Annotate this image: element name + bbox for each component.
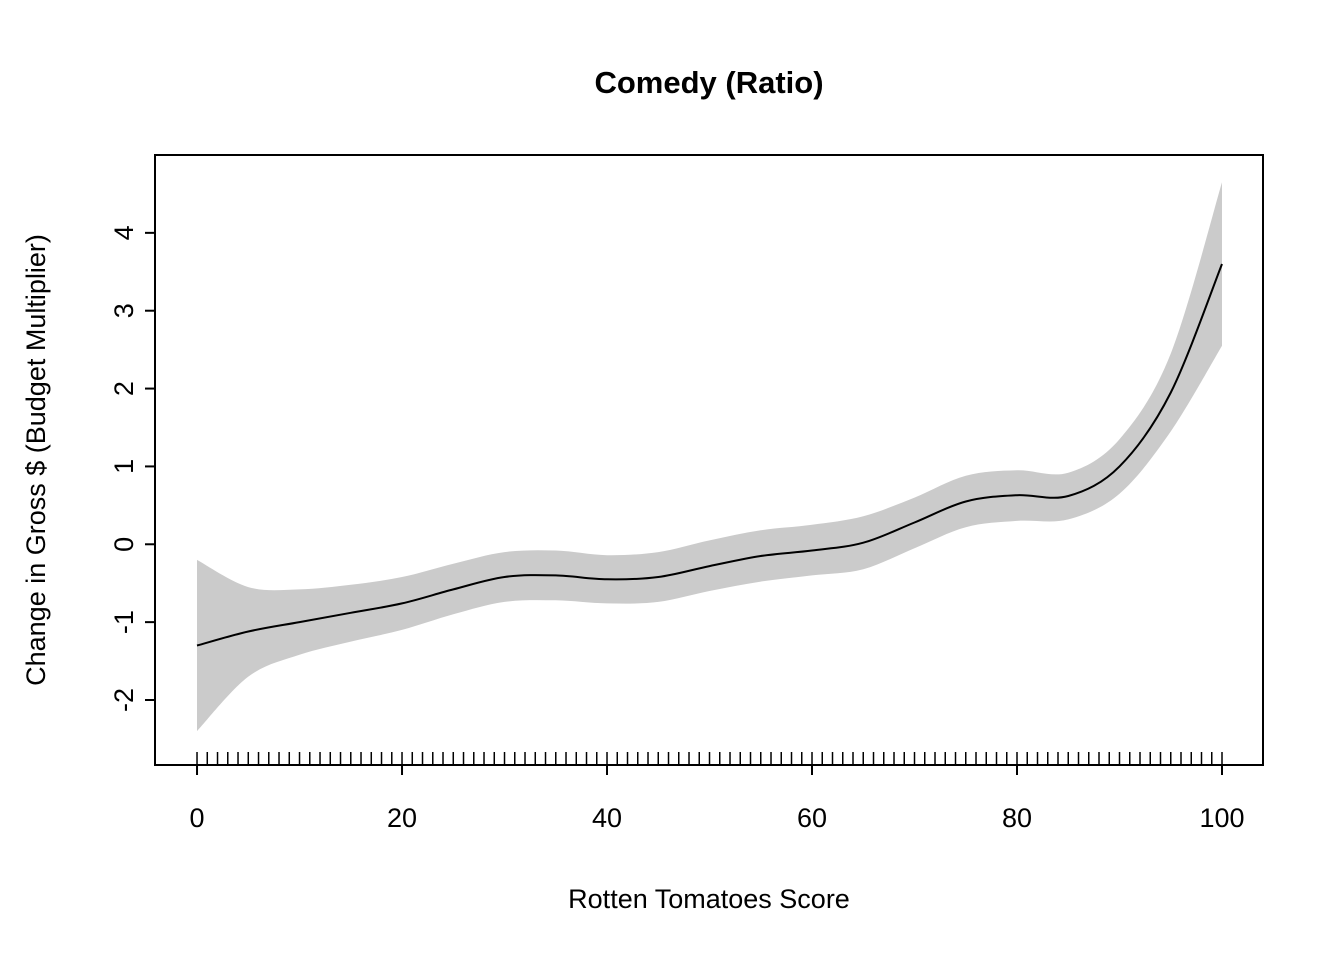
y-tick-label: -1	[109, 610, 139, 634]
y-tick-label: 2	[109, 381, 139, 396]
plot-area: 0 20 40 60 80 100 -2 -1 0 1 2 3 4	[109, 154, 1264, 833]
y-tick-label: -2	[109, 688, 139, 712]
fit-line	[196, 263, 1223, 647]
x-tick-label: 0	[190, 803, 205, 833]
chart-title: Comedy (Ratio)	[594, 65, 823, 100]
plot-box	[154, 154, 1264, 766]
y-tick-label: 4	[109, 225, 139, 240]
confidence-band	[197, 182, 1222, 732]
x-tick-label: 40	[592, 803, 622, 833]
x-tick-label: 100	[1199, 803, 1244, 833]
y-tick-label: 0	[109, 537, 139, 552]
y-axis-label: Change in Gross $ (Budget Multiplier)	[21, 234, 51, 686]
x-tick-label: 80	[1002, 803, 1032, 833]
x-tick-label: 60	[797, 803, 827, 833]
y-tick-label: 3	[109, 303, 139, 318]
y-tick-label: 1	[109, 459, 139, 474]
x-tick-label: 20	[387, 803, 417, 833]
x-axis-label: Rotten Tomatoes Score	[568, 884, 850, 914]
